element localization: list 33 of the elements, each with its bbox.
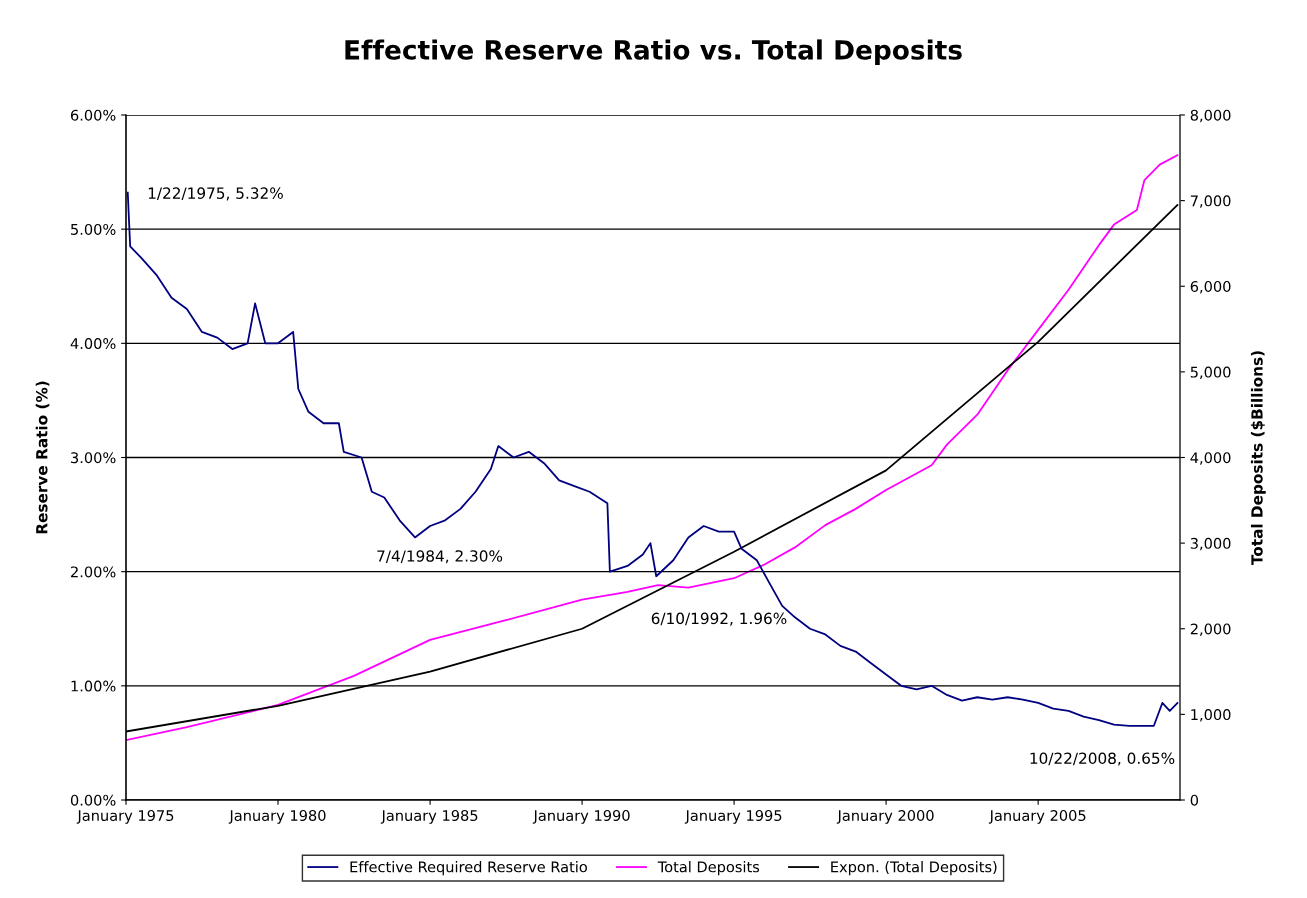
annotation: 6/10/1992, 1.96% <box>651 612 787 626</box>
legend-label: Effective Required Reserve Ratio <box>350 861 587 876</box>
y2-tick-label: 4,000 <box>1190 452 1231 465</box>
x-tick-label: January 1980 <box>228 809 326 824</box>
y2-tick-label: 0 <box>1190 794 1199 806</box>
annotation: 1/22/1975, 5.32% <box>148 187 283 201</box>
x-tick-label: January 1995 <box>684 809 782 824</box>
y-tick-label: 0.00% <box>70 794 116 806</box>
x-tick-label: January 1990 <box>532 809 630 824</box>
y-tick-label: 5.00% <box>71 223 116 235</box>
legend-label: Total Deposits <box>657 861 760 876</box>
y-tick-label: 3.00% <box>71 452 116 464</box>
y2-tick-label: 3,000 <box>1190 537 1231 551</box>
y-tick-label: 2.00% <box>71 566 116 578</box>
annotation: 7/4/1984, 2.30% <box>377 550 503 564</box>
x-tick-label: January 2000 <box>836 809 934 824</box>
y2-tick-label: 7,000 <box>1190 195 1231 208</box>
chart-title: Effective Reserve Ratio vs. Total Deposits <box>345 39 962 65</box>
x-tick-label: January 2005 <box>988 809 1086 824</box>
y-tick-label: 4.00% <box>70 338 116 350</box>
y2-tick-label: 1,000 <box>1191 709 1231 722</box>
y-tick-label: 6.00% <box>70 109 116 121</box>
y-tick-label: 1.00% <box>71 680 116 692</box>
legend-label: Expon. (Total Deposits) <box>831 861 997 876</box>
annotation: 10/22/2008, 0.65% <box>1030 752 1175 766</box>
y-axis-title: Reserve Ratio (%) <box>35 381 50 534</box>
y2-axis-title: Total Deposits ($Billions) <box>1250 351 1266 566</box>
x-tick-label: January 1985 <box>380 809 478 824</box>
y2-tick-label: 8,000 <box>1190 109 1231 123</box>
x-tick-label: January 1975 <box>76 809 174 824</box>
y2-tick-label: 2,000 <box>1190 623 1231 636</box>
y2-tick-label: 5,000 <box>1190 366 1231 380</box>
y2-tick-label: 6,000 <box>1190 280 1231 294</box>
